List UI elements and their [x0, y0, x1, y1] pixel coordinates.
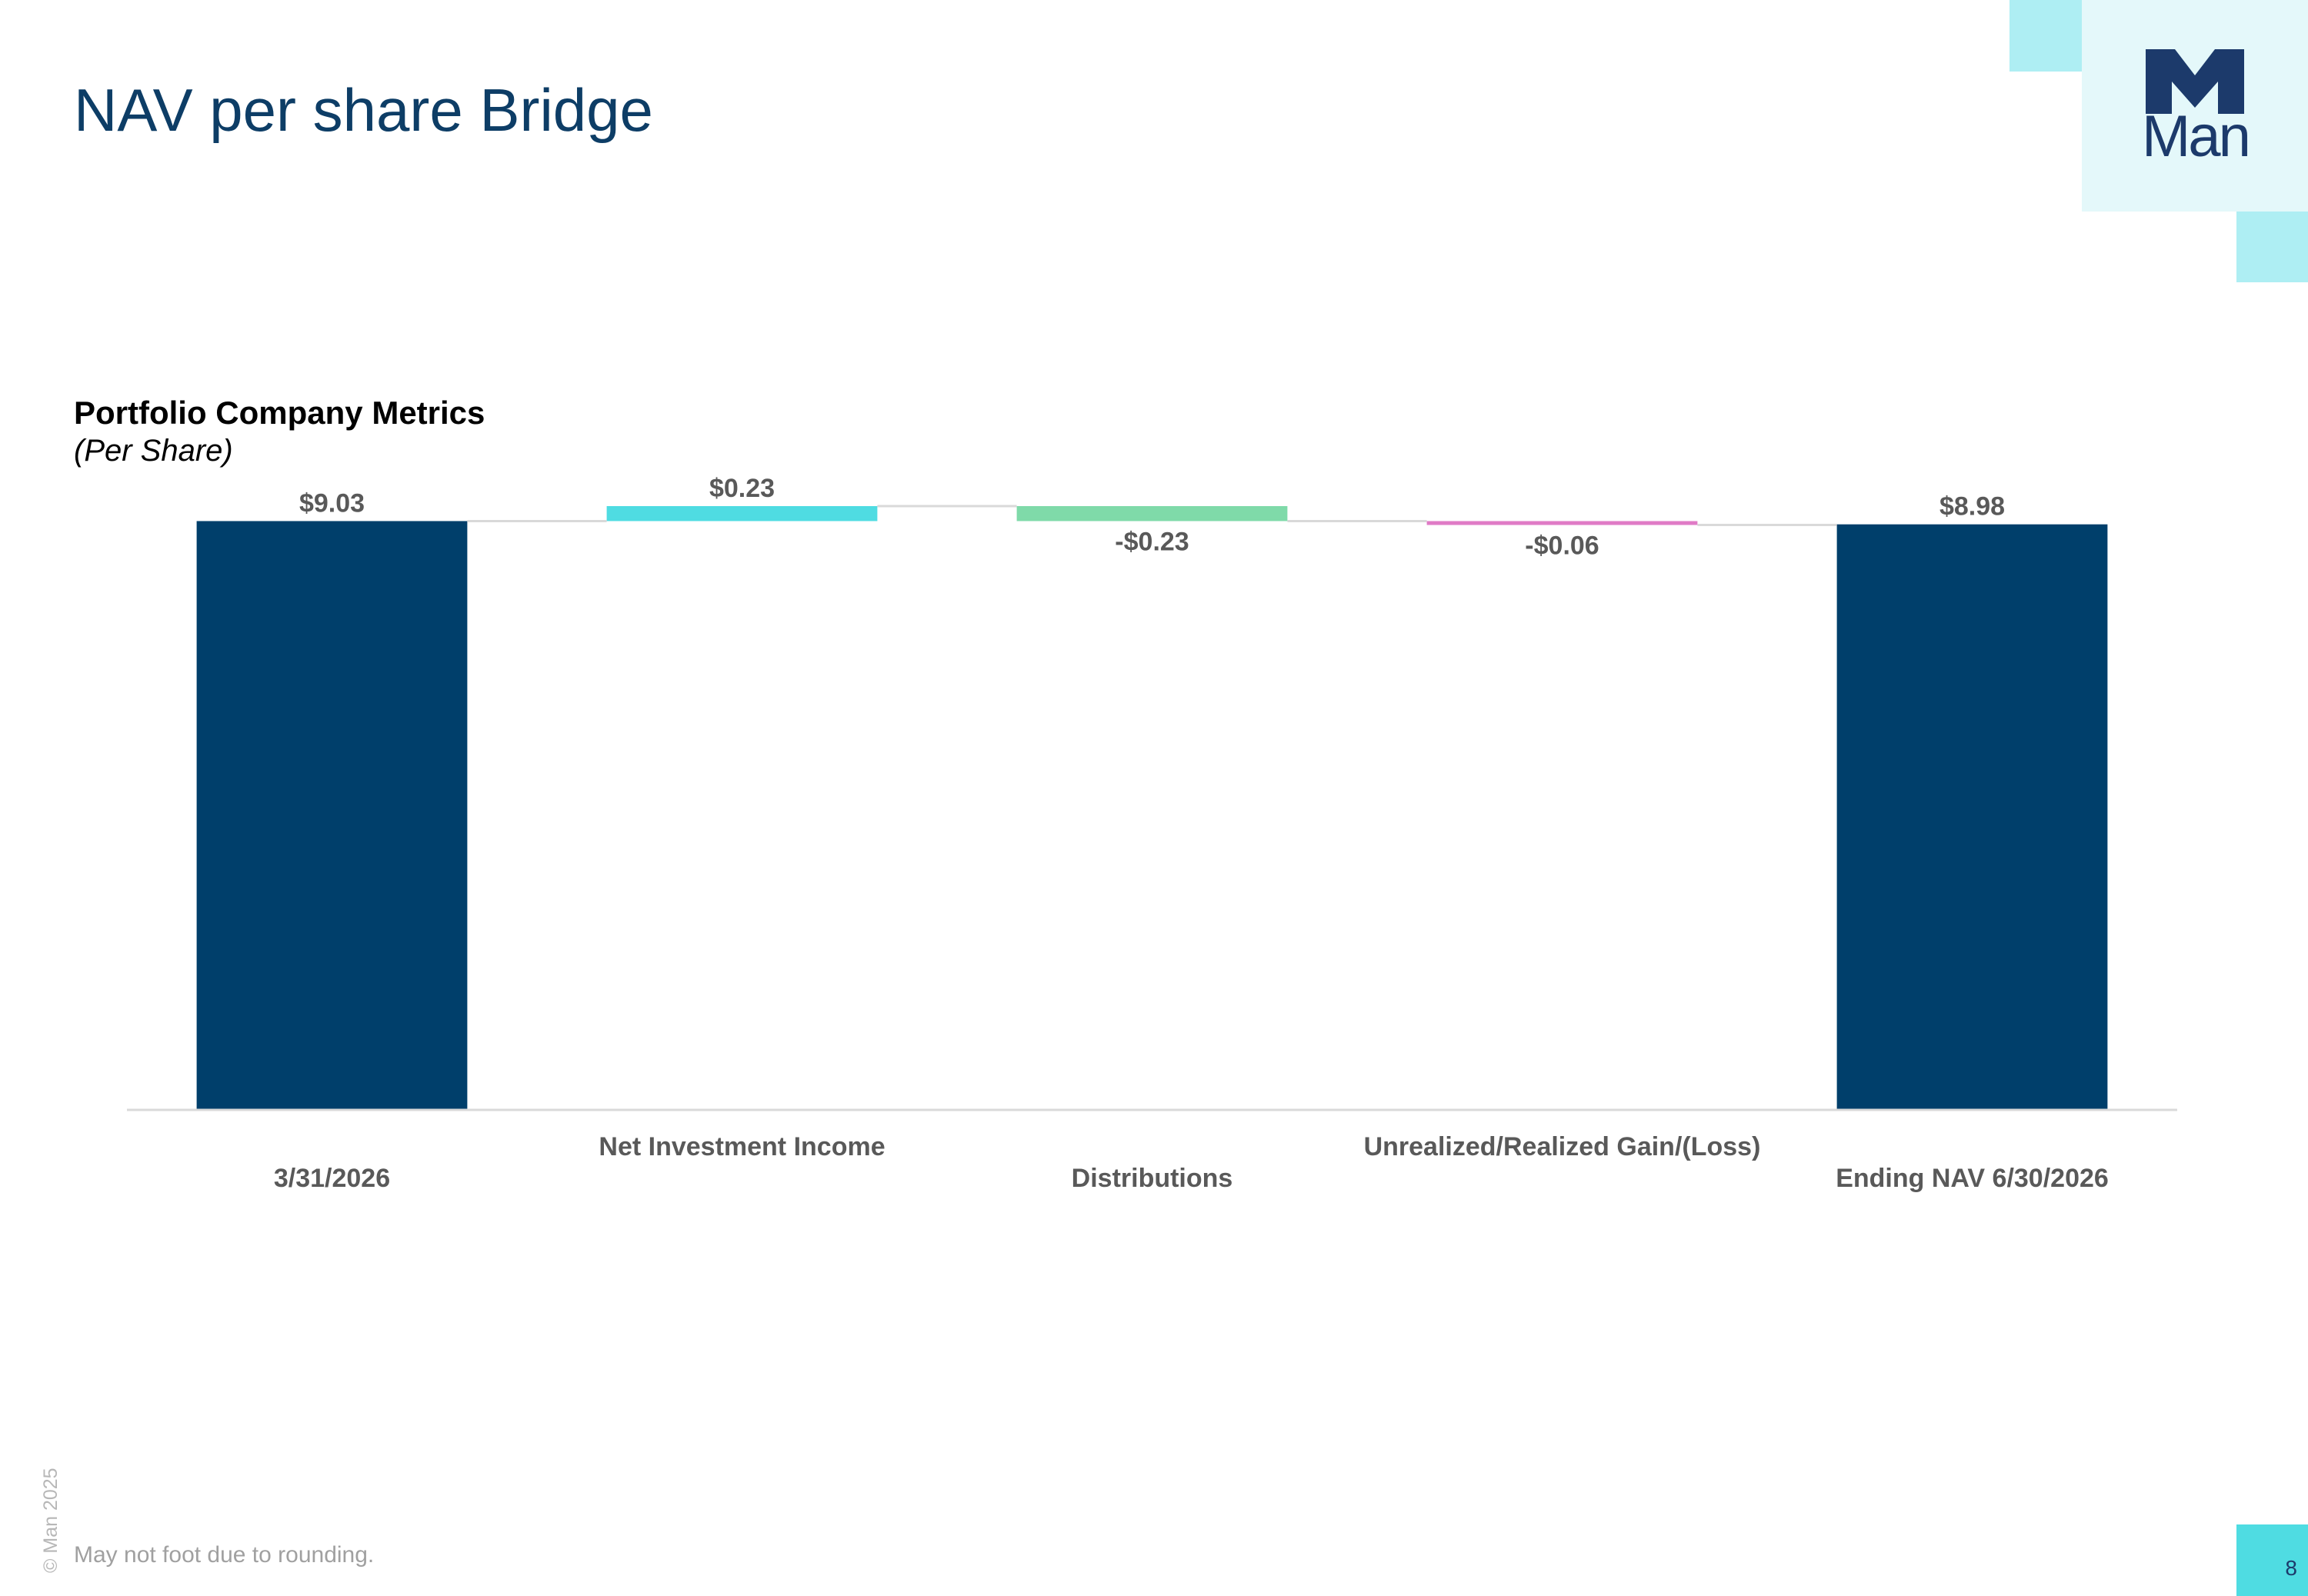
data-label: -$0.06: [1525, 531, 1599, 561]
data-label: $8.98: [1939, 492, 2005, 521]
bar-3: [1426, 521, 1698, 525]
bar-0: [196, 521, 468, 1109]
copyright-notice: © Man 2025: [40, 1468, 62, 1573]
data-label: -$0.23: [1115, 527, 1189, 556]
decorative-square: [2009, 0, 2082, 72]
category-label: Distributions: [1072, 1164, 1233, 1193]
data-label: $0.23: [709, 474, 775, 503]
category-label: 3/31/2026: [274, 1164, 390, 1193]
decorative-square: [2236, 212, 2308, 282]
logo-wordmark: Man: [2142, 104, 2251, 169]
bar-1: [606, 506, 878, 521]
chart-title: Portfolio Company Metrics: [74, 395, 485, 431]
category-label: Net Investment Income: [599, 1132, 885, 1161]
category-label: Ending NAV 6/30/2026: [1836, 1164, 2109, 1193]
page-number-box: 8: [2236, 1524, 2308, 1596]
bar-2: [1016, 506, 1288, 521]
page-number: 8: [2285, 1556, 2297, 1580]
bar-4: [1836, 524, 2108, 1109]
man-logo-icon: [2146, 49, 2244, 114]
data-label: $9.03: [299, 488, 365, 518]
category-label: Unrealized/Realized Gain/(Loss): [1364, 1132, 1761, 1161]
page-title: NAV per share Bridge: [74, 76, 653, 144]
chart-subtitle: (Per Share): [74, 434, 233, 468]
footnote: May not foot due to rounding.: [74, 1542, 375, 1568]
